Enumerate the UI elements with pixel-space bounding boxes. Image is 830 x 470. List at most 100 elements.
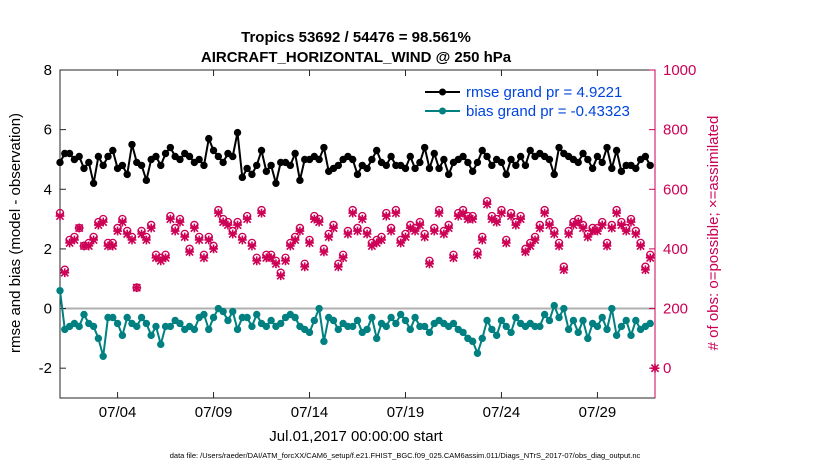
rmse-point bbox=[118, 161, 127, 170]
bias-point bbox=[176, 319, 184, 328]
bias-point bbox=[627, 331, 635, 340]
obs-assimilated-point bbox=[641, 265, 650, 275]
obs-assimilated-point bbox=[69, 235, 79, 245]
obs-assimilated-point bbox=[482, 199, 492, 209]
obs-assimilated-point bbox=[247, 241, 257, 251]
legend: rmse grand pr = 4.9221 bias grand pr = -0… bbox=[418, 76, 652, 120]
rmse-point bbox=[104, 152, 112, 161]
bias-point bbox=[497, 316, 506, 325]
rmse-point bbox=[488, 161, 496, 170]
bias-point bbox=[622, 316, 630, 325]
y-right-tick-label: 1000 bbox=[663, 62, 696, 79]
bias-point bbox=[420, 322, 429, 331]
rmse-point bbox=[387, 152, 395, 161]
obs-assimilated-point bbox=[175, 217, 185, 227]
bias-point bbox=[502, 322, 510, 331]
rmse-point bbox=[161, 149, 170, 158]
legend-label: rmse grand pr = 4.9221 bbox=[466, 84, 622, 101]
bias-point bbox=[569, 316, 578, 325]
obs-outlier-point bbox=[650, 363, 660, 373]
rmse-point bbox=[406, 152, 414, 161]
obs-assimilated-point bbox=[156, 256, 166, 266]
rmse-point bbox=[65, 149, 74, 158]
rmse-point bbox=[464, 158, 472, 167]
obs-assimilated-point bbox=[213, 208, 223, 218]
obs-assimilated-point bbox=[501, 238, 511, 248]
obs-assimilated-point bbox=[636, 241, 646, 251]
bias-point bbox=[368, 313, 376, 322]
bias-point bbox=[89, 322, 98, 331]
bias-point bbox=[291, 313, 299, 322]
rmse-point bbox=[152, 152, 160, 161]
obs-assimilated-point bbox=[401, 232, 410, 242]
bias-point bbox=[353, 316, 362, 325]
bias-point bbox=[310, 316, 319, 325]
obs-assimilated-point bbox=[377, 235, 386, 245]
rmse-point bbox=[205, 134, 213, 143]
rmse-point bbox=[646, 161, 654, 170]
bias-point bbox=[363, 325, 371, 334]
rmse-point bbox=[320, 143, 328, 152]
obs-assimilated-point bbox=[583, 232, 593, 242]
obs-assimilated-point bbox=[573, 217, 583, 227]
obs-assimilated-point bbox=[420, 232, 430, 242]
obs-assimilated-point bbox=[549, 229, 559, 239]
rmse-point bbox=[468, 167, 477, 176]
chart-title: Tropics 53692 / 54476 = 98.561% bbox=[241, 29, 471, 46]
bias-point bbox=[459, 328, 467, 337]
rmse-point bbox=[75, 152, 83, 161]
rmse-point bbox=[291, 149, 299, 158]
bias-point bbox=[449, 319, 458, 328]
rmse-point bbox=[459, 152, 467, 161]
rmse-point bbox=[334, 161, 343, 170]
rmse-point bbox=[512, 161, 520, 170]
bias-point bbox=[406, 325, 414, 334]
rmse-point bbox=[478, 146, 486, 155]
rmse-point bbox=[253, 161, 261, 170]
obs-assimilated-point bbox=[271, 259, 281, 269]
obs-assimilated-point bbox=[631, 229, 641, 239]
rmse-point bbox=[372, 146, 381, 155]
y-left-tick-label: 0 bbox=[44, 301, 52, 318]
rmse-point bbox=[425, 164, 434, 173]
obs-assimilated-point bbox=[300, 262, 310, 272]
rmse-point bbox=[315, 155, 323, 164]
y-left-tick-label: -2 bbox=[39, 360, 52, 377]
rmse-point bbox=[99, 161, 107, 170]
obs-assimilated-point bbox=[65, 238, 74, 248]
obs-assimilated-point bbox=[578, 223, 588, 233]
rmse-point bbox=[497, 158, 506, 167]
y-left-tick-label: 8 bbox=[44, 62, 52, 79]
bias-point bbox=[646, 319, 654, 328]
rmse-point bbox=[507, 155, 515, 164]
y-left-tick-label: 6 bbox=[44, 122, 52, 139]
x-tick-label: 07/14 bbox=[291, 404, 329, 421]
bias-point bbox=[387, 313, 395, 322]
bias-point bbox=[579, 316, 587, 325]
bias-point bbox=[550, 301, 558, 310]
obs-assimilated-point bbox=[525, 241, 535, 251]
rmse-point bbox=[272, 179, 280, 188]
obs-assimilated-point bbox=[497, 208, 506, 218]
obs-assimilated-point bbox=[170, 226, 180, 236]
bias-point bbox=[334, 325, 343, 334]
y-left-tick-label: 2 bbox=[44, 241, 52, 258]
obs-assimilated-point bbox=[535, 223, 545, 233]
obs-assimilated-point bbox=[521, 247, 530, 257]
obs-assimilated-point bbox=[276, 271, 286, 281]
rmse-point bbox=[598, 158, 606, 167]
obs-assimilated-point bbox=[468, 214, 478, 224]
obs-assimilated-point bbox=[597, 220, 607, 230]
rmse-point bbox=[574, 158, 582, 167]
rmse-point bbox=[545, 155, 554, 164]
obs-assimilated-point bbox=[621, 226, 631, 236]
obs-assimilated-point bbox=[199, 253, 209, 263]
bias-point bbox=[603, 325, 611, 334]
obs-assimilated-point bbox=[645, 253, 655, 263]
obs-assimilated-point bbox=[319, 247, 329, 257]
bias-point bbox=[315, 304, 323, 313]
rmse-point bbox=[593, 152, 602, 161]
bias-point bbox=[488, 325, 496, 334]
rmse-point bbox=[473, 158, 482, 167]
obs-assimilated-point bbox=[434, 208, 444, 218]
